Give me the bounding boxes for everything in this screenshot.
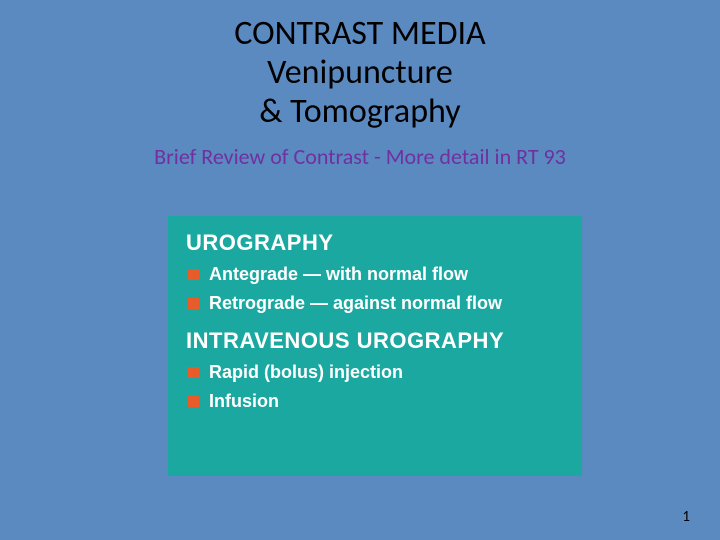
list-item: Antegrade — with normal flow bbox=[188, 264, 564, 285]
square-bullet-icon bbox=[188, 298, 199, 309]
heading-urography: UROGRAPHY bbox=[186, 230, 564, 256]
title-line-2: Venipuncture bbox=[0, 53, 720, 92]
list-item: Infusion bbox=[188, 391, 564, 412]
list-item: Rapid (bolus) injection bbox=[188, 362, 564, 383]
square-bullet-icon bbox=[188, 396, 199, 407]
square-bullet-icon bbox=[188, 269, 199, 280]
subtitle: Brief Review of Contrast - More detail i… bbox=[0, 143, 720, 170]
item-text: Retrograde — against normal flow bbox=[209, 293, 502, 314]
title-line-1: CONTRAST MEDIA bbox=[0, 14, 720, 53]
title-block: CONTRAST MEDIA Venipuncture & Tomography bbox=[0, 14, 720, 131]
title-line-3: & Tomography bbox=[0, 92, 720, 131]
content-box: UROGRAPHY Antegrade — with normal flow R… bbox=[168, 216, 582, 476]
slide: CONTRAST MEDIA Venipuncture & Tomography… bbox=[0, 0, 720, 540]
item-text: Infusion bbox=[209, 391, 279, 412]
item-text: Antegrade — with normal flow bbox=[209, 264, 468, 285]
list-item: Retrograde — against normal flow bbox=[188, 293, 564, 314]
page-number: 1 bbox=[682, 508, 690, 526]
square-bullet-icon bbox=[188, 367, 199, 378]
heading-iv-urography: INTRAVENOUS UROGRAPHY bbox=[186, 328, 564, 354]
item-text: Rapid (bolus) injection bbox=[209, 362, 403, 383]
